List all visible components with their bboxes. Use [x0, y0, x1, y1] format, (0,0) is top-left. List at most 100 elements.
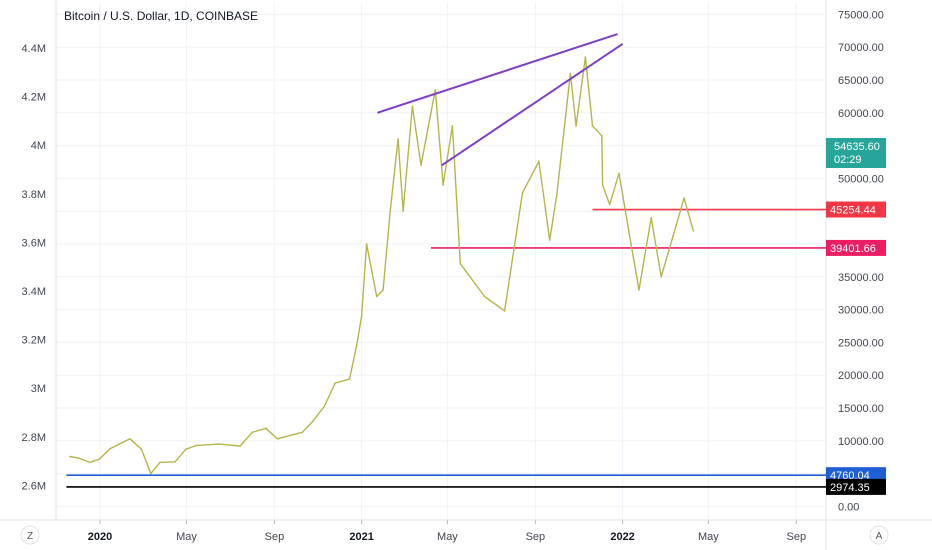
series-layer — [69, 56, 695, 475]
right-axis-tick-label: 30000.00 — [838, 305, 884, 317]
horizontal-levels[interactable] — [66, 208, 826, 488]
price-point — [334, 382, 337, 384]
right-axis-tick-label: 60000.00 — [838, 108, 884, 120]
price-point — [556, 194, 558, 196]
last-price-countdown: 02:29 — [834, 154, 862, 166]
price-point — [217, 443, 220, 445]
left-axis-tick-label: 3M — [31, 383, 46, 395]
right-axis-tick-label: 25000.00 — [838, 337, 884, 349]
price-point — [98, 458, 101, 461]
price-point — [601, 184, 604, 186]
price-point — [548, 239, 551, 241]
price-point — [129, 438, 131, 440]
time-axis-tick-label: 2021 — [349, 531, 373, 543]
right-axis-tick-label: 75000.00 — [838, 9, 884, 21]
right-axis-tick-label: 20000.00 — [838, 370, 884, 382]
price-point — [150, 472, 152, 475]
auto-scale-button[interactable]: A — [869, 525, 889, 545]
price-point — [365, 243, 368, 245]
wedge-lower-line[interactable] — [441, 43, 624, 167]
left-axis-tick-label: 4.4M — [22, 43, 46, 55]
price-point — [628, 231, 630, 233]
price-point — [618, 172, 620, 174]
left-axis-tick-label: 4M — [31, 140, 46, 152]
level-price-badge — [826, 478, 886, 495]
price-point — [375, 295, 378, 298]
time-axis[interactable]: 2020 May Sep 2021 May Sep 2022 May Sep — [0, 519, 932, 543]
right-axis-tick-label: 10000.00 — [838, 436, 884, 448]
price-point — [89, 461, 91, 464]
left-scale-button[interactable]: Z — [20, 525, 40, 545]
last-price-value: 54635.60 — [834, 141, 880, 153]
price-point — [174, 461, 176, 463]
time-axis-tick-label: May — [698, 531, 719, 543]
price-point — [442, 184, 444, 186]
right-axis-tick-label: 35000.00 — [838, 272, 884, 284]
price-point — [638, 289, 640, 291]
left-axis-tick-label: 2.8M — [22, 432, 46, 444]
price-point — [389, 210, 392, 212]
price-point — [451, 125, 454, 127]
level-price-badge-label: 39401.66 — [830, 243, 876, 255]
price-point — [538, 160, 540, 163]
price-point — [575, 125, 577, 127]
left-axis-tick-label: 4.2M — [22, 92, 46, 104]
time-axis-tick-label: Sep — [265, 531, 285, 543]
price-point — [185, 448, 187, 451]
price-point — [483, 295, 486, 298]
right-axis-tick-label: 65000.00 — [838, 75, 884, 87]
price-point — [265, 427, 267, 430]
level-price-badge — [826, 239, 886, 256]
price-point — [312, 420, 314, 422]
wedge-pattern[interactable] — [377, 33, 624, 167]
price-point — [584, 56, 587, 58]
price-point — [276, 438, 279, 440]
wedge-upper-line[interactable] — [377, 33, 618, 114]
price-point — [195, 444, 198, 447]
time-axis-tick-label: Sep — [787, 531, 807, 543]
price-point — [591, 125, 594, 127]
price-point — [323, 405, 326, 407]
left-axis-tick-label: 3.8M — [22, 189, 46, 201]
price-point — [411, 105, 414, 107]
price-point — [382, 289, 384, 291]
price-point — [360, 315, 363, 318]
level-price-badge-label: 2974.35 — [830, 482, 870, 494]
time-axis-tick-label: Sep — [526, 531, 546, 543]
level-price-badge-label: 45254.44 — [830, 205, 876, 217]
price-point — [402, 210, 404, 212]
right-axis-tick-label: 50000.00 — [838, 173, 884, 185]
price-point — [434, 89, 437, 91]
left-axis-tick-label: 2.6M — [22, 480, 46, 492]
price-point — [608, 203, 611, 206]
price-point — [459, 262, 462, 265]
right-axis-tick-label: 0.00 — [838, 501, 859, 513]
auto-scale-button-label: A — [876, 531, 883, 542]
left-scale-button-label: Z — [27, 531, 33, 542]
price-point — [397, 138, 399, 140]
price-line — [69, 56, 694, 475]
price-point — [355, 344, 358, 347]
last-price-badge — [826, 137, 886, 168]
price-point — [650, 217, 652, 219]
price-point — [159, 461, 161, 464]
price-point — [109, 447, 111, 450]
left-axis-tick-label: 3.6M — [22, 237, 46, 249]
time-axis-tick-label: 2020 — [88, 531, 112, 543]
left-axis[interactable]: 4.4M 4.2M 4M 3.8M 3.6M 3.4M 3.2M 3M 2.8M 2.6M — [22, 0, 57, 520]
time-axis-tick-label: May — [437, 531, 458, 543]
time-axis-tick-label: May — [176, 531, 197, 543]
price-point — [660, 276, 662, 278]
price-point — [683, 197, 685, 199]
time-axis-tick-label: 2022 — [610, 531, 634, 543]
grid — [56, 2, 826, 520]
price-point — [69, 455, 71, 458]
price-point — [503, 310, 506, 312]
price-point — [692, 230, 695, 232]
price-point — [569, 72, 572, 75]
price-point — [251, 431, 254, 434]
right-axis-tick-label: 70000.00 — [838, 42, 884, 54]
level-price-badge — [826, 201, 886, 218]
